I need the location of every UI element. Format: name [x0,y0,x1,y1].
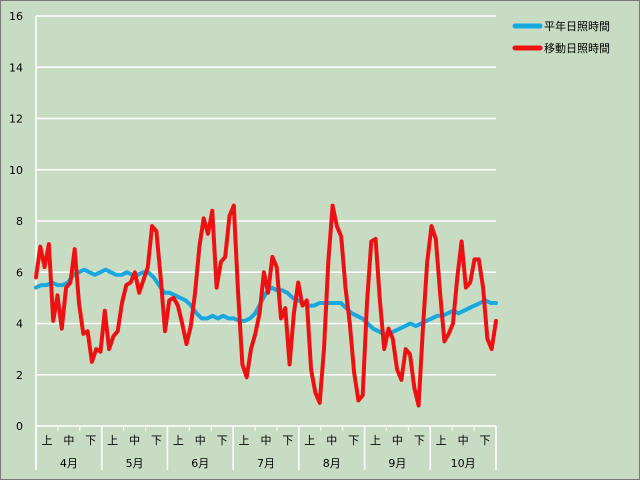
series-line-2 [34,203,498,408]
y-tick-label: 6 [16,266,23,279]
x-period-label: 下 [414,434,425,447]
x-period-label: 中 [458,434,469,447]
y-tick-label: 4 [16,318,23,331]
x-period-label: 中 [129,434,140,447]
x-period-label: 上 [370,434,381,447]
y-tick-label: 12 [9,113,23,126]
y-axis-ticks: 0 2 4 6 8 10 12 14 16 [9,10,23,433]
x-period-label: 下 [348,434,359,447]
x-period-label: 中 [392,434,403,447]
y-tick-label: 10 [9,164,23,177]
x-axis: 上中下4月上中下5月上中下6月上中下7月上中下8月上中下9月上中下10月 [35,426,497,470]
y-tick-label: 16 [9,10,23,23]
y-tick-label: 2 [16,369,23,382]
x-period-label: 下 [480,434,491,447]
y-tick-label: 0 [16,420,23,433]
legend-label-2: 移動日照時間 [544,41,610,55]
x-period-label: 中 [63,434,74,447]
x-month-label: 4月 [60,457,78,470]
y-tick-label: 8 [16,215,23,228]
x-period-label: 下 [85,434,96,447]
x-period-label: 下 [217,434,228,447]
x-month-label: 10月 [451,457,476,470]
series-line-1 [34,267,498,336]
x-period-label: 上 [239,434,250,447]
x-period-label: 上 [41,434,52,447]
x-period-label: 上 [107,434,118,447]
x-period-label: 中 [195,434,206,447]
x-month-label: 6月 [191,457,209,470]
grid-lines [35,15,496,470]
x-period-label: 上 [173,434,184,447]
x-period-label: 上 [436,434,447,447]
y-tick-label: 14 [9,61,23,74]
x-period-label: 下 [151,434,162,447]
series-lines [34,203,498,408]
x-period-label: 下 [282,434,293,447]
legend-label-1: 平年日照時間 [544,19,610,33]
x-month-label: 5月 [126,457,144,470]
x-period-label: 中 [261,434,272,447]
x-month-label: 8月 [323,457,341,470]
x-period-label: 中 [326,434,337,447]
x-month-label: 7月 [257,457,275,470]
x-month-label: 9月 [388,457,406,470]
x-period-label: 上 [304,434,315,447]
